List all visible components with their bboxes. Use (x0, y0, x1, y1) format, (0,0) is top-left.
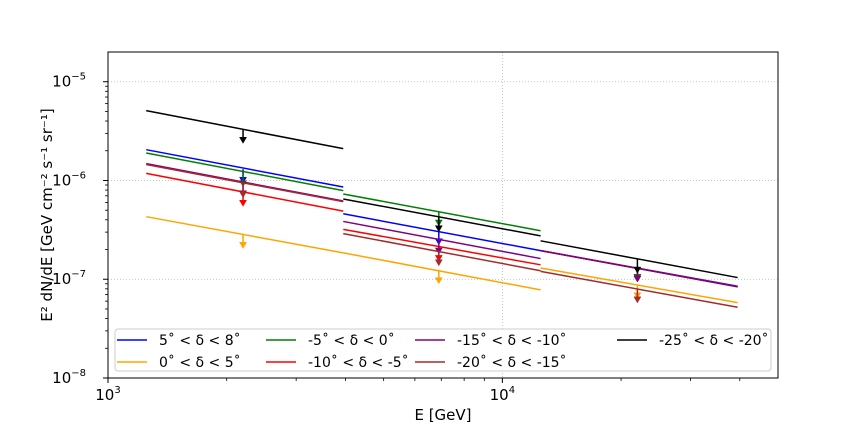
plot-frame (107, 51, 779, 379)
legend-label: 5˚ < δ < 8˚ (159, 332, 241, 349)
series-2-arrow-head (434, 277, 443, 285)
series-3-segment (343, 193, 541, 232)
series-7-segment (343, 198, 541, 237)
series-7-arrow-head (633, 266, 642, 274)
series-7-segment (540, 240, 738, 279)
series-1-segment (146, 148, 344, 188)
series-2-arrow-head (239, 242, 247, 249)
series-6-arrow-head (434, 259, 443, 267)
series-3-segment (146, 152, 344, 192)
series-6-arrow-head (239, 191, 247, 199)
series-7-arrow-head (239, 137, 247, 144)
series-4-arrow-head (239, 200, 247, 207)
series-7 (146, 109, 738, 279)
series-6-segment (146, 163, 344, 203)
series-6 (146, 163, 738, 309)
series-4-segment (343, 228, 541, 266)
series-2-segment (146, 215, 344, 254)
legend-label: 0˚ < δ < 5˚ (159, 354, 241, 371)
series-1-segment (343, 213, 541, 252)
x-axis-label: E [GeV] (414, 406, 471, 424)
series-2-segment (540, 267, 738, 304)
legend-label: -15˚ < δ < -10˚ (457, 332, 567, 349)
series-6-segment (540, 270, 738, 309)
series-5-arrow-head (633, 275, 642, 283)
legend-label: -10˚ < δ < -5˚ (308, 354, 409, 371)
y-axis-label: E² dN/dE [GeV cm⁻² s⁻¹ sr⁻¹] (38, 108, 56, 321)
legend-label: -20˚ < δ < -15˚ (457, 354, 567, 371)
legend: 5˚ < δ < 8˚ 0˚ < δ < 5˚ -5˚ < δ < 0˚ -10˚ <… (114, 328, 772, 372)
legend-label: -5˚ < δ < 0˚ (308, 332, 395, 349)
legend-label: -25˚ < δ < -20˚ (659, 332, 769, 349)
series-7-arrow-head (434, 225, 443, 233)
series-6-segment (343, 232, 541, 272)
series-6-arrow-head (633, 296, 642, 304)
series-2-segment (343, 252, 541, 291)
series-5-segment (343, 220, 541, 260)
plot-data (146, 109, 738, 309)
series-7-segment (146, 109, 344, 150)
